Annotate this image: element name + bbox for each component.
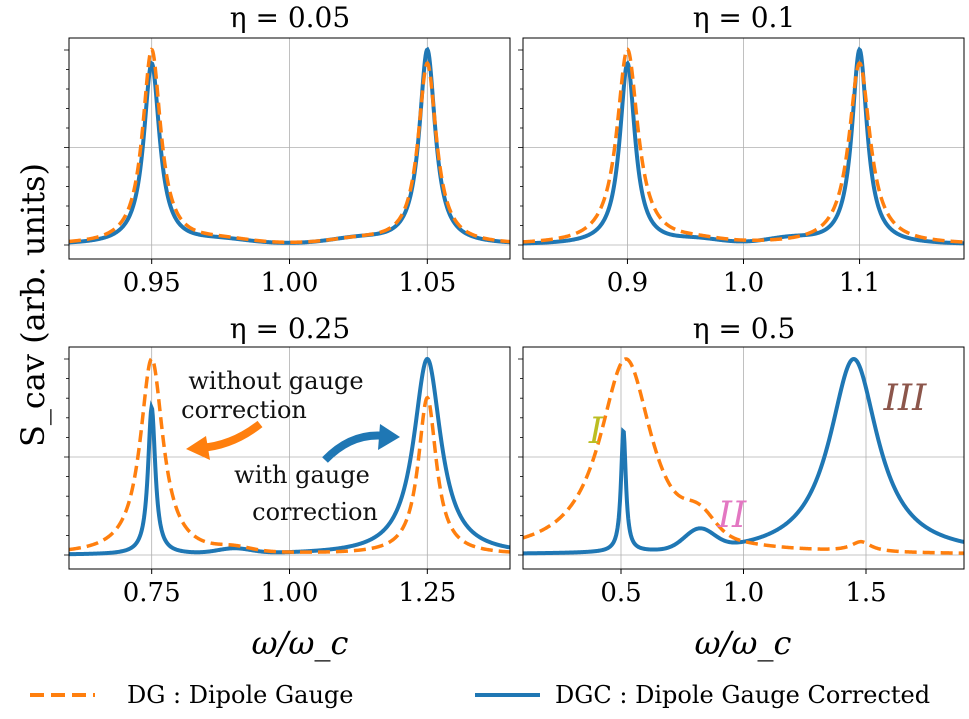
panel-title-0: η = 0.05: [230, 1, 350, 34]
panel-eta-0.5: 0.5 1.0 1.5 η = 0.5: [518, 312, 965, 608]
panel-eta-0.1: 0.9 1.0 1.1 η = 0.1: [518, 1, 965, 298]
legend: DG : Dipole Gauge DGC : Dipole Gauge Cor…: [30, 681, 930, 709]
series-line-dg: [69, 356, 510, 554]
x-tick-label: 1.00: [261, 578, 319, 608]
panel-title-2: η = 0.25: [230, 312, 350, 345]
ticks-panel-3: 0.5 1.0 1.5: [518, 358, 887, 608]
panel-title-1: η = 0.1: [693, 1, 796, 34]
series-line-dg: [523, 47, 964, 244]
legend-label-dg: DG : Dipole Gauge: [127, 681, 354, 709]
series-line-dg: [69, 47, 510, 245]
panel-eta-0.05: 0.95 1.00 1.05 η = 0.05: [64, 1, 511, 298]
annotation-without-gauge-line2: correction: [181, 396, 307, 424]
label-III: III: [883, 378, 927, 419]
arrow-without-correction: [186, 420, 263, 460]
x-axis-label-right: ω/ω_c: [695, 624, 792, 662]
panel-title-3: η = 0.5: [693, 312, 796, 345]
panel-eta-0.25: 0.75 1.00 1.25 η = 0.25: [64, 312, 511, 608]
curves-panel-1: [523, 46, 964, 246]
label-II: II: [717, 495, 747, 536]
grid-panel-2: [69, 347, 510, 569]
x-tick-label: 1.25: [398, 578, 456, 608]
arrow-with-correction: [322, 424, 400, 463]
grid-panel-1: [523, 38, 964, 259]
annotation-with-gauge-line1: with gauge: [234, 461, 370, 489]
x-tick-label: 0.75: [123, 578, 181, 608]
x-tick-label: 0.9: [607, 268, 648, 298]
curves-panel-3: [523, 356, 964, 556]
y-axis-label: S_cav (arb. units): [14, 163, 52, 447]
x-tick-label: 0.5: [600, 578, 641, 608]
ticks-panel-0: 0.95 1.00 1.05: [64, 49, 456, 298]
x-tick-label: 1.00: [261, 268, 319, 298]
ticks-panel-1: 0.9 1.0 1.1: [518, 49, 880, 298]
x-axis-label-left: ω/ω_c: [252, 624, 349, 662]
series-line-dgc: [523, 356, 964, 556]
ticks-panel-2: 0.75 1.00 1.25: [64, 358, 456, 608]
annotation-with-gauge-line2: correction: [252, 498, 378, 526]
x-tick-label: 1.5: [845, 578, 886, 608]
legend-label-dgc: DGC : Dipole Gauge Corrected: [555, 681, 930, 709]
curves-panel-0: [69, 46, 510, 245]
x-tick-label: 1.0: [723, 578, 764, 608]
grid-panel-0: [69, 38, 510, 259]
x-tick-label: 1.05: [398, 268, 456, 298]
x-tick-label: 0.95: [123, 268, 181, 298]
annotation-without-gauge-line1: without gauge: [188, 367, 363, 395]
x-tick-label: 1.0: [723, 268, 764, 298]
series-line-dg: [523, 357, 964, 555]
label-I: I: [588, 411, 604, 452]
curves-panel-2: [69, 356, 510, 557]
x-tick-label: 1.1: [839, 268, 880, 298]
